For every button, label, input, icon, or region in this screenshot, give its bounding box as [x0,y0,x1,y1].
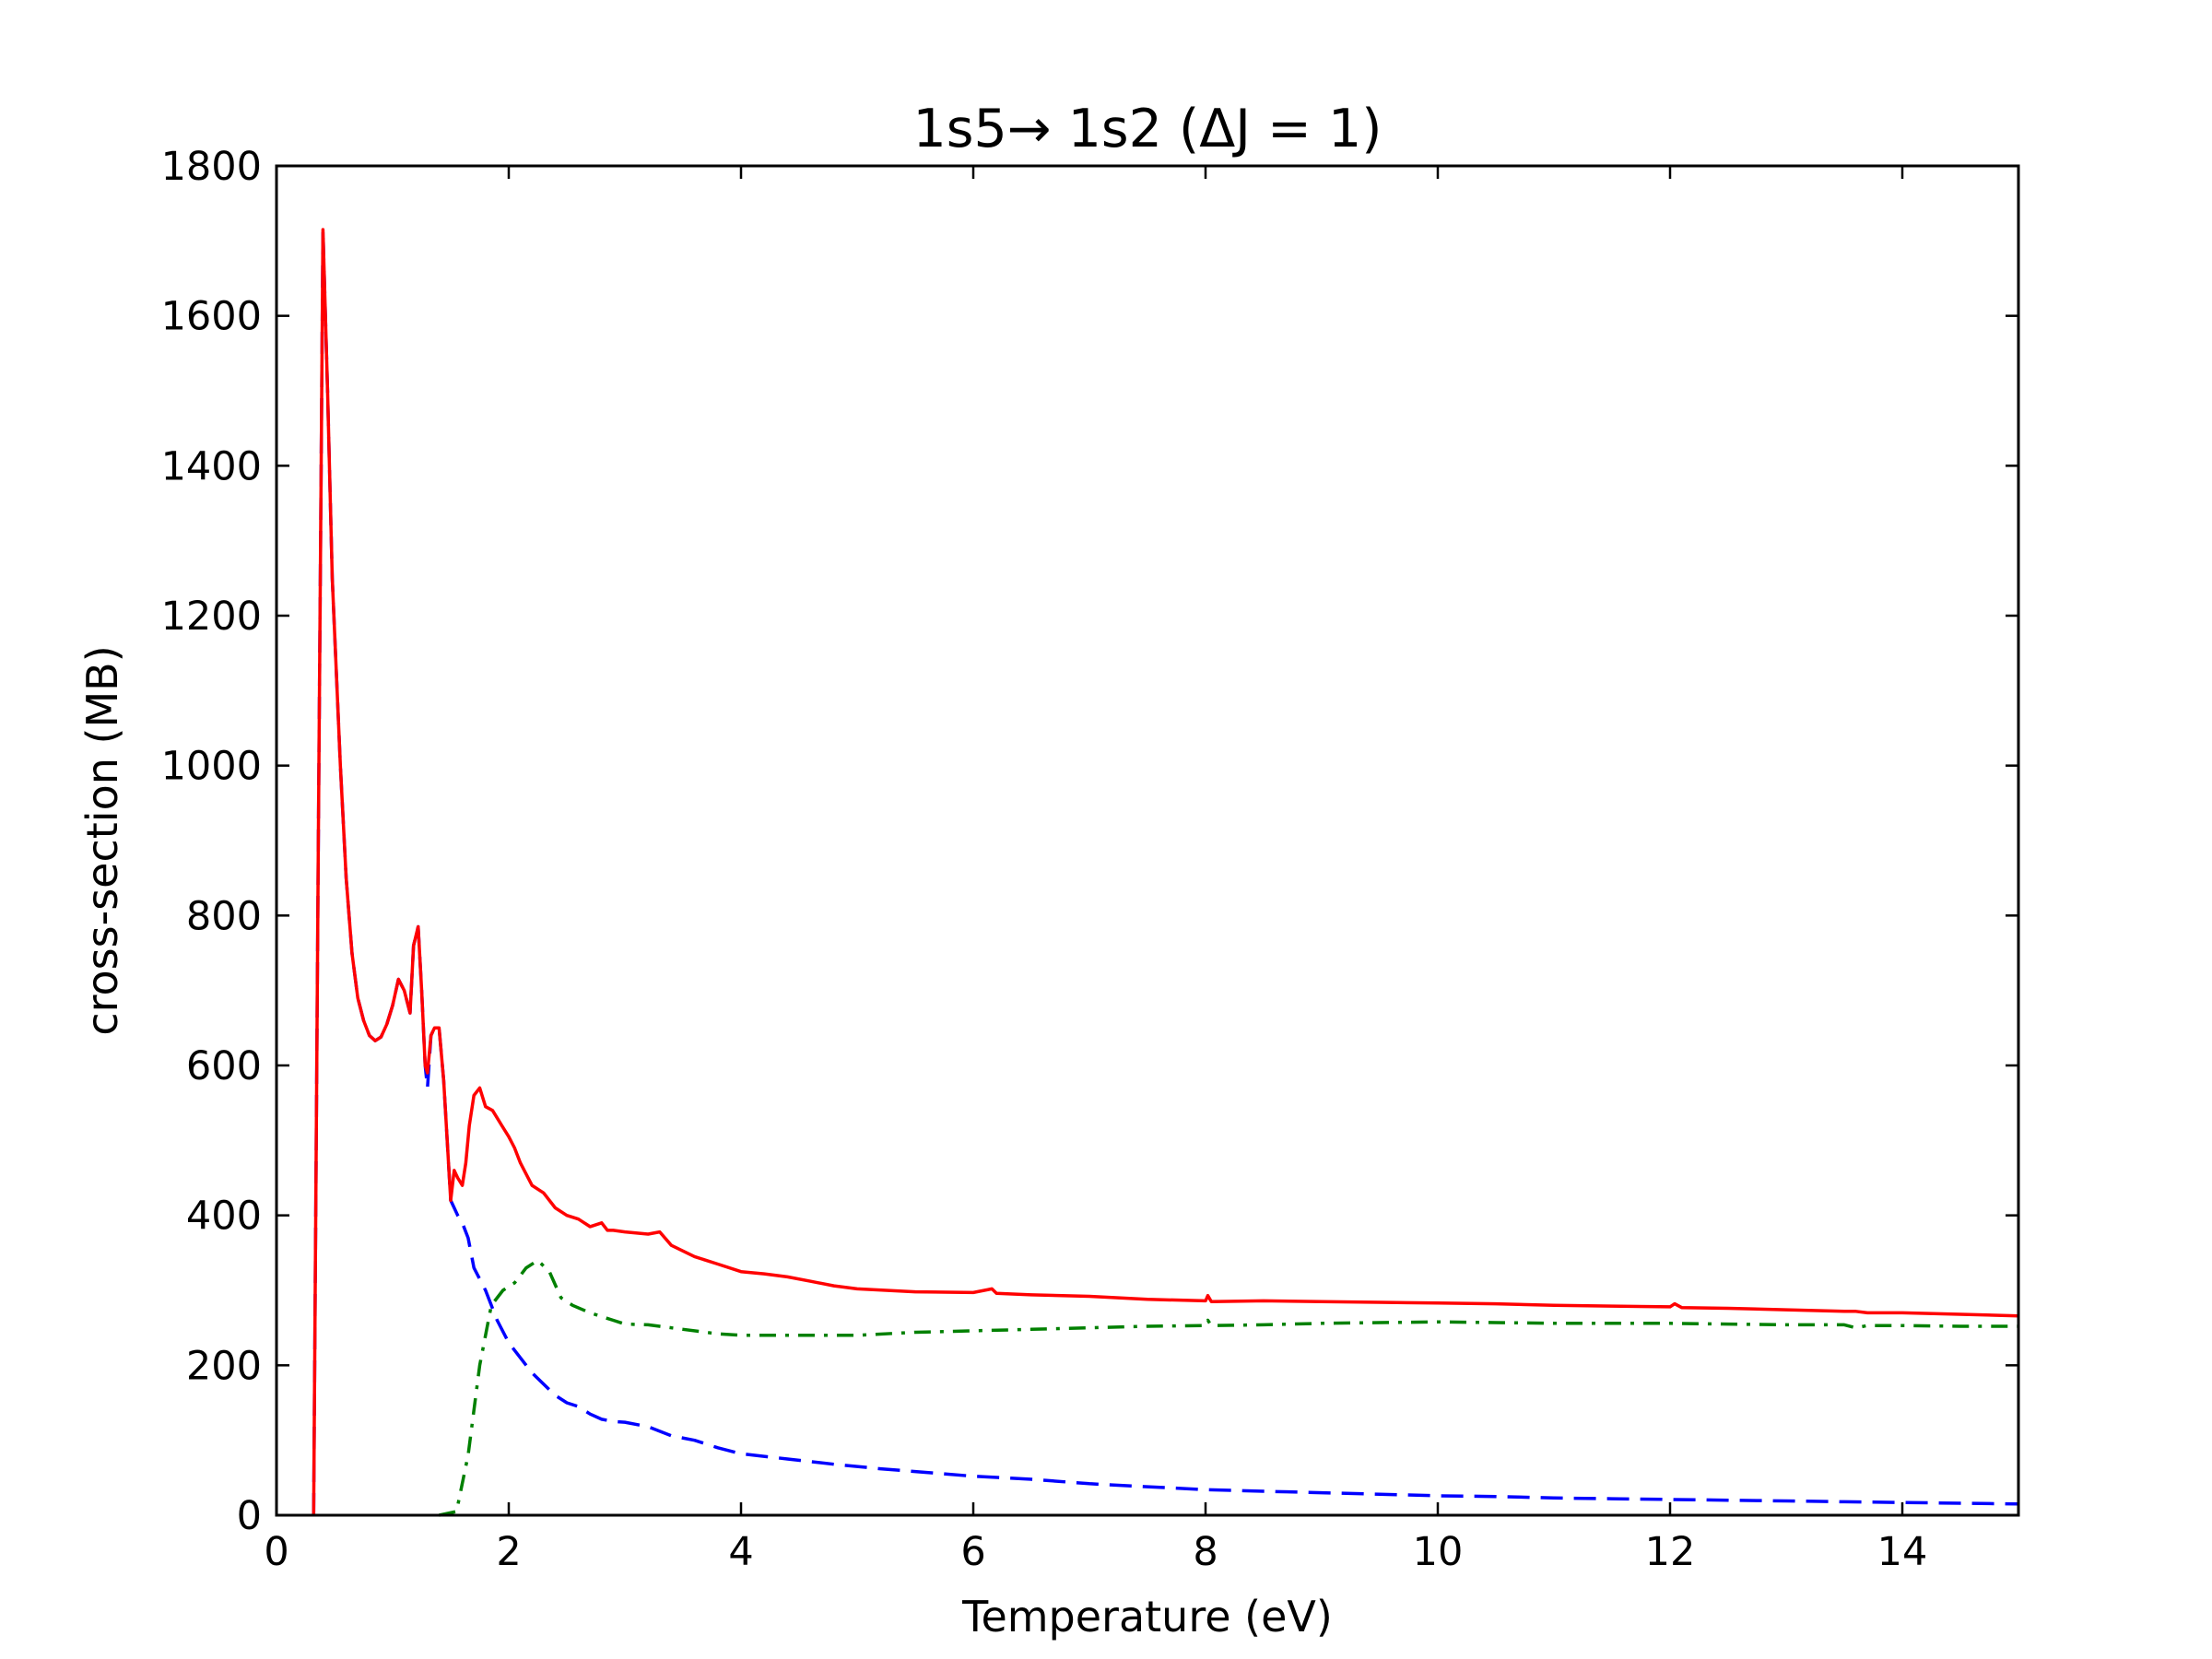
chart-title: 1s5→ 1s2 (ΔJ = 1) [913,99,1382,159]
y-tick-label: 200 [186,1343,262,1389]
y-tick-label: 600 [186,1043,262,1089]
axis-ticks: 0 2 4 6 8 10 12 14 0 200 400 600 800 1000 1200 1400 1600… [161,144,2018,1575]
y-tick-label: 1200 [161,594,262,640]
x-tick-label: 0 [264,1529,288,1575]
series-group [312,228,2019,1517]
y-tick-label: 1000 [161,744,262,790]
x-tick-label: 12 [1645,1529,1696,1575]
y-tick-label: 1800 [161,144,262,190]
x-tick-label: 4 [728,1529,753,1575]
series-line-dashed [312,228,2019,1516]
series-line-solid [312,228,2019,1516]
y-tick-label: 1400 [161,443,262,489]
x-tick-label: 10 [1413,1529,1464,1575]
y-axis-label: cross-section (MB) [77,645,127,1035]
y-tick-label: 400 [186,1194,262,1240]
series-line-dashdot [439,1258,2018,1517]
x-tick-label: 14 [1877,1529,1928,1575]
plot-frame [275,164,2020,1517]
y-tick-label: 1600 [161,294,262,340]
x-tick-label: 6 [960,1529,985,1575]
x-tick-label: 8 [1193,1529,1218,1575]
y-tick-label: 0 [237,1493,262,1539]
x-axis-label: Temperature (eV) [961,1592,1333,1641]
y-tick-label: 800 [186,893,262,939]
x-tick-label: 2 [496,1529,521,1575]
